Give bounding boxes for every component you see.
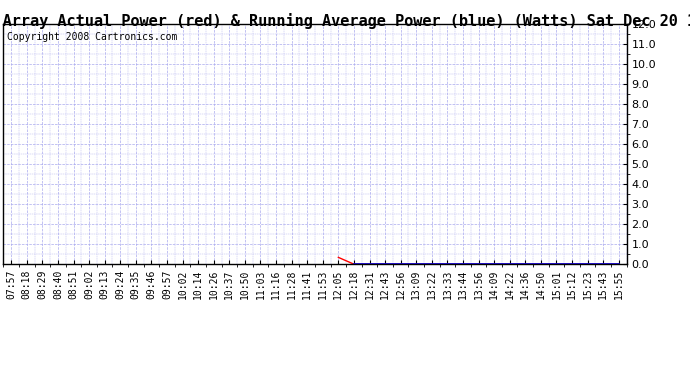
Text: West Array Actual Power (red) & Running Average Power (blue) (Watts) Sat Dec 20 : West Array Actual Power (red) & Running …: [0, 13, 690, 29]
Text: Copyright 2008 Cartronics.com: Copyright 2008 Cartronics.com: [7, 32, 177, 42]
